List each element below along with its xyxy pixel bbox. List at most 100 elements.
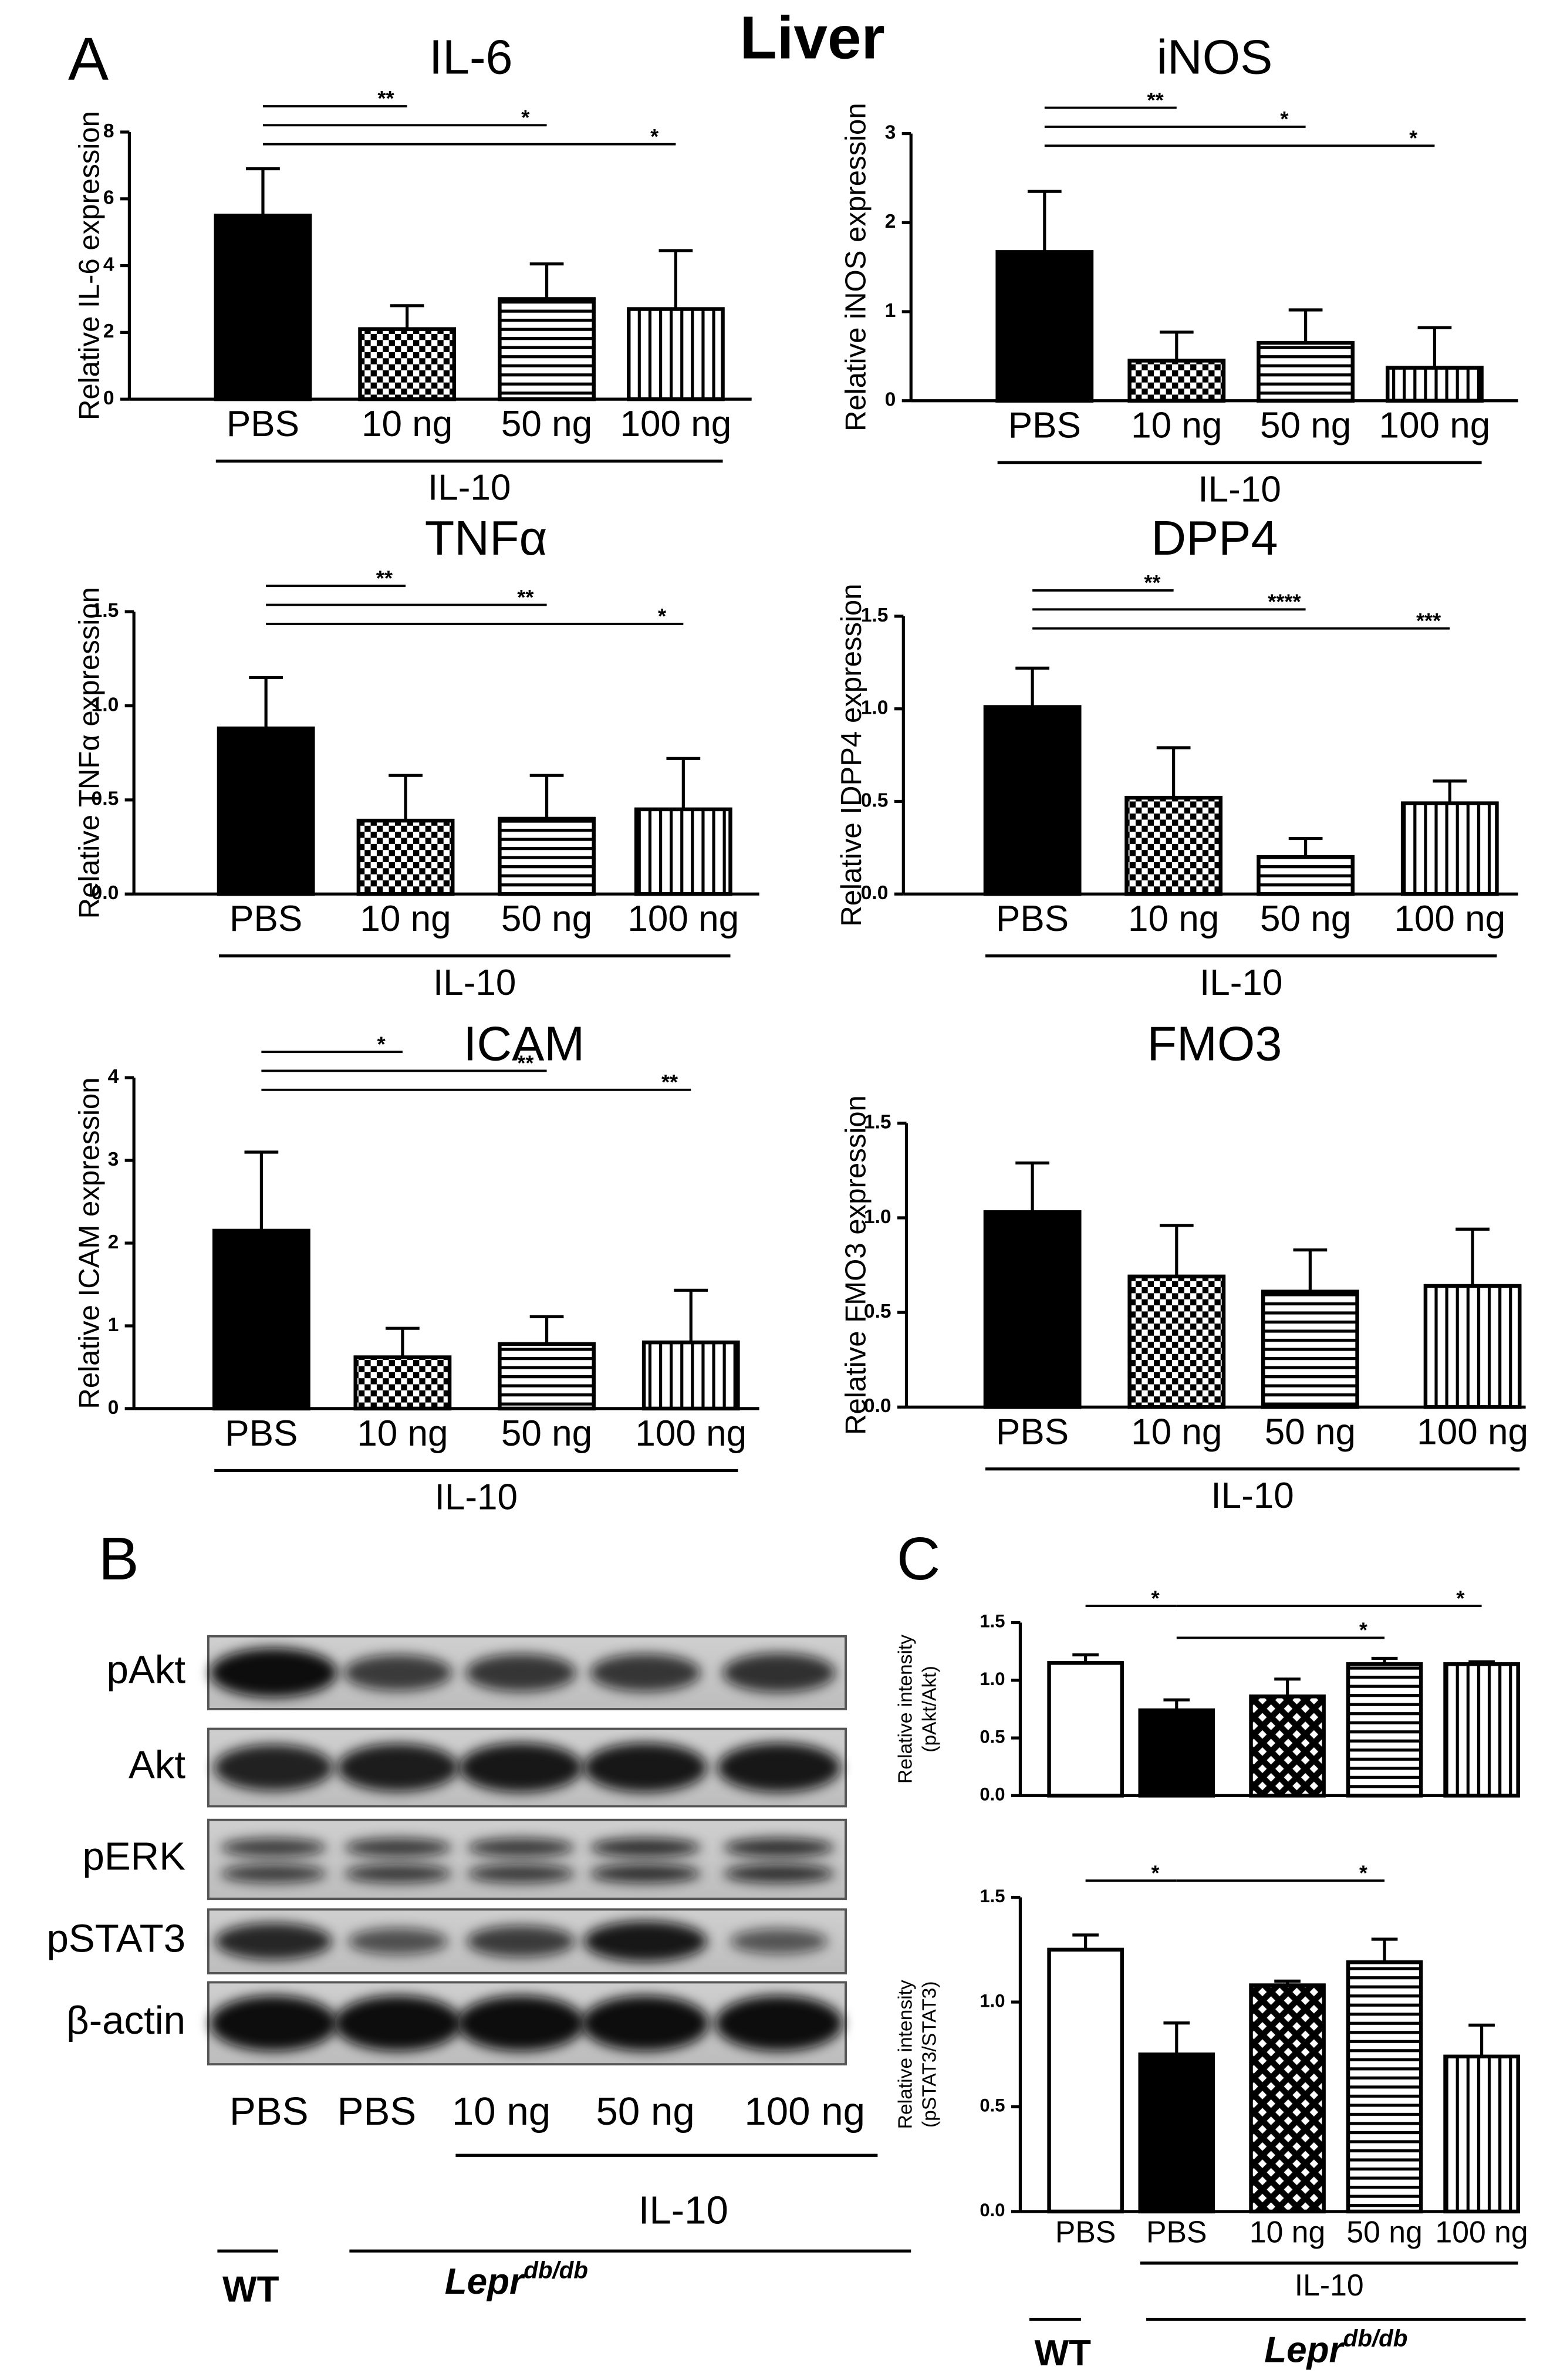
blot-band bbox=[590, 1838, 701, 1857]
blot-band bbox=[221, 1838, 327, 1857]
blot-row-label: pAkt bbox=[107, 1648, 186, 1692]
bar bbox=[1249, 1983, 1326, 2214]
error-bar bbox=[1371, 1656, 1398, 1665]
blot-band bbox=[221, 1864, 327, 1883]
y-tick-label: 2 bbox=[885, 211, 896, 232]
y-tick-label: 1 bbox=[108, 1314, 119, 1336]
y-tick-label: 0.5 bbox=[861, 789, 889, 811]
error-bar bbox=[658, 249, 693, 309]
bar bbox=[995, 250, 1094, 403]
y-tick-label: 1.0 bbox=[861, 697, 889, 719]
y-tick-label: 1.0 bbox=[92, 694, 119, 715]
blot-band bbox=[715, 1995, 843, 2051]
x-tick-label: 100 ng bbox=[635, 1413, 747, 1454]
bar bbox=[983, 1210, 1082, 1409]
error-bar bbox=[1417, 326, 1452, 368]
bar bbox=[1257, 855, 1355, 896]
blot-row-label: pERK bbox=[82, 1835, 185, 1879]
bar bbox=[1138, 1708, 1215, 1798]
group-label: IL-10 bbox=[1198, 469, 1281, 509]
x-tick-label: 50 ng bbox=[1265, 1412, 1356, 1452]
bar bbox=[1346, 1960, 1423, 2214]
y-tick-label: 4 bbox=[108, 1066, 119, 1088]
bar bbox=[1423, 1284, 1522, 1409]
group-label: IL-10 bbox=[433, 963, 516, 1003]
x-tick-label: PBS bbox=[225, 1413, 298, 1454]
y-axis-label: Relative IL-6 expression bbox=[74, 111, 106, 420]
group-label: IL-10 bbox=[1295, 2268, 1364, 2302]
blot-band bbox=[334, 1995, 462, 2051]
error-bar bbox=[1027, 190, 1062, 252]
significance-label: ** bbox=[376, 566, 393, 590]
blot-band bbox=[210, 1995, 337, 2051]
y-tick-label: 1.0 bbox=[864, 1206, 891, 1228]
bar bbox=[498, 297, 596, 401]
x-tick-label: 50 ng bbox=[1260, 406, 1351, 446]
blot-band bbox=[459, 1743, 583, 1792]
error-bar bbox=[529, 262, 564, 299]
significance-label: * bbox=[650, 124, 659, 148]
x-tick-label: 10 ng bbox=[1131, 406, 1222, 446]
significance-label: ** bbox=[1147, 88, 1164, 112]
bar bbox=[498, 816, 596, 896]
group-label: IL-10 bbox=[1211, 1476, 1294, 1516]
chart-title: TNFα bbox=[425, 511, 548, 565]
y-axis-label: Relative FMO3 expression bbox=[840, 1095, 872, 1435]
error-bar bbox=[1293, 1248, 1328, 1292]
bar bbox=[217, 726, 315, 896]
significance-label: ** bbox=[517, 1051, 534, 1075]
bar bbox=[1346, 1662, 1423, 1798]
y-axis-label: (pSTAT3/STAT3) bbox=[919, 1981, 941, 2128]
chart-title: ICAM bbox=[463, 1016, 585, 1071]
blot-band bbox=[590, 1864, 701, 1883]
error-bar bbox=[1274, 1979, 1301, 1986]
y-axis-label: (pAkt/Akt) bbox=[919, 1666, 941, 1753]
y-axis-label: Relative IDPP4 expression bbox=[836, 583, 867, 926]
genotype-name: Lepr bbox=[445, 2261, 525, 2302]
bar bbox=[1257, 340, 1355, 403]
y-tick-label: 1.5 bbox=[980, 1611, 1005, 1632]
error-bar bbox=[244, 1150, 279, 1231]
blot-band bbox=[215, 1923, 332, 1960]
significance-label: * bbox=[377, 1032, 386, 1056]
significance-label: * bbox=[1151, 1861, 1160, 1885]
significance-label: ** bbox=[517, 585, 534, 609]
blot-band bbox=[582, 1995, 710, 2051]
blot-band bbox=[730, 1928, 828, 1954]
blot-band bbox=[345, 1864, 452, 1883]
y-axis-label: Relative TNFα expression bbox=[74, 587, 106, 919]
significance-label: * bbox=[1409, 126, 1418, 150]
x-tick-label: 50 ng bbox=[1346, 2214, 1422, 2249]
x-tick-label: PBS bbox=[229, 899, 302, 939]
error-bar bbox=[1163, 1698, 1190, 1710]
y-tick-label: 0.0 bbox=[980, 2200, 1005, 2220]
x-tick-label: 10 ng bbox=[1249, 2214, 1325, 2249]
bar bbox=[983, 705, 1082, 896]
bar bbox=[1261, 1289, 1359, 1409]
y-tick-label: 1.0 bbox=[980, 1669, 1005, 1689]
bar bbox=[1443, 2054, 1520, 2214]
error-bar bbox=[1288, 836, 1323, 858]
error-bar bbox=[246, 167, 280, 216]
group-label: IL-10 bbox=[428, 468, 511, 508]
blot-band bbox=[724, 1838, 835, 1857]
x-tick-label: PBS bbox=[1055, 2214, 1116, 2249]
bar bbox=[214, 213, 312, 401]
error-bar bbox=[1159, 330, 1194, 361]
error-bar bbox=[1274, 1677, 1301, 1697]
y-tick-label: 6 bbox=[103, 187, 114, 209]
y-tick-label: 8 bbox=[103, 120, 114, 142]
y-axis-label: Relative intensity bbox=[894, 1635, 916, 1784]
x-tick-label: 50 ng bbox=[501, 899, 592, 939]
bar bbox=[626, 307, 725, 401]
blot-band bbox=[457, 1995, 585, 2051]
genotype-superscript: db/db bbox=[1343, 2324, 1408, 2351]
error-bar bbox=[386, 1326, 420, 1358]
x-tick-label: 50 ng bbox=[1260, 899, 1351, 939]
y-tick-label: 0.0 bbox=[864, 1395, 891, 1417]
bar bbox=[1443, 1662, 1520, 1798]
y-tick-label: 2 bbox=[108, 1231, 119, 1253]
group-label: IL-10 bbox=[639, 2188, 728, 2232]
y-tick-label: 1.0 bbox=[980, 1990, 1005, 2011]
error-bar bbox=[1015, 666, 1049, 707]
